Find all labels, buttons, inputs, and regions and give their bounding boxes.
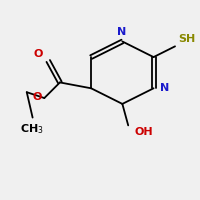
Text: CH$_3$: CH$_3$ [20,122,44,136]
Text: O: O [33,92,42,102]
Text: N: N [117,27,126,37]
Text: SH: SH [178,34,195,44]
Text: OH: OH [134,127,153,137]
Text: N: N [160,83,170,93]
Text: O: O [34,49,43,59]
